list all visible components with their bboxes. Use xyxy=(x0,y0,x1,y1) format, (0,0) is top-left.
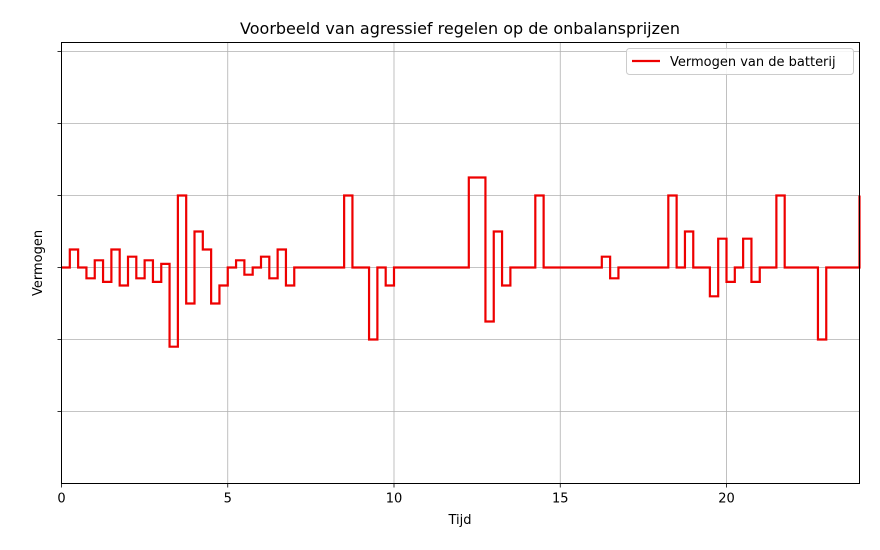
y-axis-label: Vermogen xyxy=(31,230,46,296)
legend: Vermogen van de batterij xyxy=(626,48,854,75)
x-axis-label: Tijd xyxy=(447,513,471,528)
legend-label: Vermogen van de batterij xyxy=(670,55,836,70)
series-line-0 xyxy=(61,176,861,348)
x-tick-label: 15 xyxy=(552,492,569,507)
plot-area xyxy=(61,42,860,484)
y-axis-ticks xyxy=(57,51,62,412)
x-tick-label: 20 xyxy=(718,492,735,507)
x-axis-ticks: 0 5 10 15 20 xyxy=(57,483,735,507)
x-tick-label: 5 xyxy=(224,492,232,507)
x-tick-label: 10 xyxy=(386,492,403,507)
series-group xyxy=(61,176,861,348)
legend-box xyxy=(626,48,854,75)
x-tick-label: 0 xyxy=(57,492,65,507)
chart-title: Voorbeeld van agressief regelen op de on… xyxy=(240,19,680,38)
plot-frame xyxy=(61,42,860,484)
